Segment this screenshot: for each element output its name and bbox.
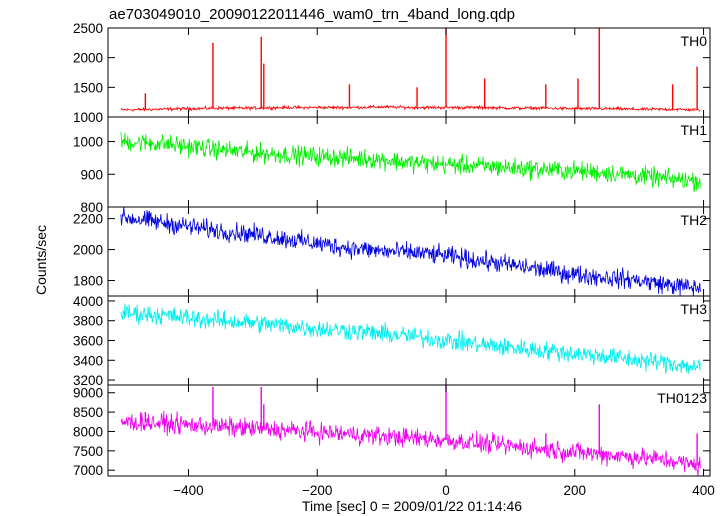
panel-label-th3: TH3 (681, 301, 708, 317)
series-th0123 (120, 410, 701, 476)
y-tick-label: 1800 (73, 274, 103, 289)
y-tick-label: 7500 (73, 444, 103, 459)
panel-th0123: 7000 7500 8000 8500 9000 TH0123 (73, 384, 711, 478)
panel-label-th0123: TH0123 (657, 390, 707, 406)
y-tick-label: 8000 (73, 424, 103, 439)
y-tick-label: 2500 (73, 21, 103, 36)
panel-th0: 1000 1500 2000 2500 TH0 (73, 21, 711, 125)
x-tick-label: −400 (173, 483, 203, 498)
panel-label-th0: TH0 (681, 33, 708, 49)
x-axis-label: Time [sec] 0 = 2009/01/22 01:14:46 (302, 498, 522, 514)
y-tick-label: 800 (80, 200, 103, 215)
x-tick-label: 0 (442, 483, 450, 498)
series-th1 (120, 131, 701, 193)
series-th3 (120, 303, 701, 375)
y-tick-label: 3200 (73, 373, 103, 388)
y-tick-label: 2000 (73, 243, 103, 258)
series-th2 (120, 207, 701, 296)
x-tick-label: 400 (692, 483, 715, 498)
y-tick-label: 900 (80, 167, 103, 182)
panel-label-th1: TH1 (681, 122, 708, 138)
y-tick-label: 8500 (73, 405, 103, 420)
chart-title: ae703049010_20090122011446_wam0_trn_4ban… (109, 6, 515, 23)
panels-layer: 1000 1500 2000 2500 TH0 800 900 1000 TH1 1800 2000… (73, 21, 711, 478)
x-axis: −400 −200 0 200 400 (173, 483, 715, 498)
panel-frame-th0123 (107, 384, 711, 477)
panel-frame-th1 (107, 116, 711, 208)
y-tick-label: 1000 (73, 110, 103, 125)
y-tick-label: 7000 (73, 463, 103, 478)
y-tick-label: 9000 (73, 386, 103, 401)
panel-label-th2: TH2 (681, 212, 708, 228)
y-tick-label: 3600 (73, 334, 103, 349)
y-tick-label: 1000 (73, 135, 103, 150)
y-tick-label: 2000 (73, 51, 103, 66)
panel-th3: 3200 3400 3600 3800 4000 TH3 (73, 294, 711, 388)
y-tick-label: 2200 (73, 212, 103, 227)
panel-frame-th3 (107, 295, 711, 386)
y-tick-label: 1500 (73, 80, 103, 95)
y-tick-label: 3400 (73, 353, 103, 368)
panel-th1: 800 900 1000 TH1 (73, 116, 711, 215)
panel-th2: 1800 2000 2200 TH2 (73, 206, 711, 297)
y-axis-label: Counts/sec (33, 225, 49, 295)
x-tick-label: 200 (564, 483, 587, 498)
series-th0 (120, 104, 701, 113)
y-tick-label: 4000 (73, 294, 103, 309)
y-tick-label: 3800 (73, 314, 103, 329)
panel-frame-th0 (107, 27, 711, 118)
x-tick-label: −200 (302, 483, 332, 498)
